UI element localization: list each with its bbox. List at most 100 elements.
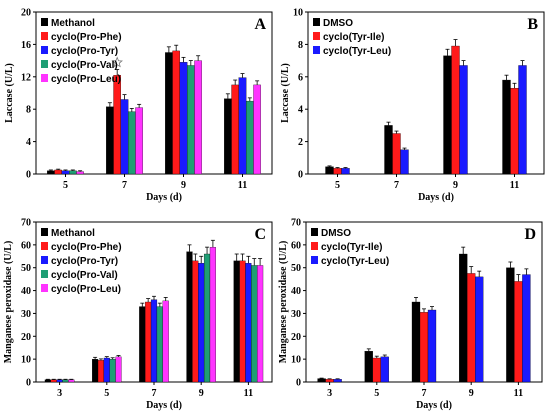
- bar: [44, 379, 51, 383]
- legend-entry: cyclo(Tyr-Leu): [323, 46, 391, 57]
- panel-label: C: [254, 226, 266, 243]
- legend-swatch: [41, 242, 48, 250]
- bar: [186, 251, 193, 383]
- bar: [106, 106, 114, 175]
- x-axis-label: Days (d): [146, 400, 182, 411]
- legend-entry: cyclo(Tyr-Ile): [323, 32, 385, 43]
- y-tick-label: 8: [26, 105, 31, 116]
- y-tick-label: 0: [296, 378, 301, 389]
- bar: [209, 246, 216, 383]
- panel-label: D: [524, 226, 536, 243]
- legend-swatch: [41, 74, 48, 82]
- x-axis-label: Days (d): [416, 400, 452, 411]
- bar: [54, 169, 62, 175]
- bar: [187, 65, 195, 175]
- bar: [459, 65, 468, 175]
- bar: [47, 170, 55, 175]
- legend-swatch: [311, 256, 318, 264]
- x-axis-label: Days (d): [146, 192, 182, 203]
- y-axis-label: Manganese peroxidase (U/L): [278, 241, 289, 364]
- y-tick-label: 50: [21, 263, 31, 274]
- y-tick-label: 50: [291, 263, 301, 274]
- y-tick-label: 20: [291, 332, 301, 343]
- bar: [325, 379, 334, 383]
- bar: [317, 378, 326, 383]
- bar: [109, 358, 116, 383]
- bar: [145, 301, 152, 383]
- bar: [411, 301, 421, 383]
- x-tick-label: 5: [335, 180, 340, 191]
- legend-swatch: [313, 18, 320, 26]
- y-tick-label: 60: [21, 240, 31, 251]
- bar: [238, 77, 247, 175]
- bar: [115, 356, 122, 383]
- bar: [251, 265, 258, 383]
- y-tick-label: 10: [291, 355, 301, 366]
- bar: [522, 274, 531, 383]
- x-tick-label: 11: [238, 180, 247, 191]
- bar: [69, 170, 77, 175]
- bar: [165, 52, 173, 175]
- bar: [128, 111, 136, 175]
- bar: [150, 299, 158, 383]
- x-tick-label: 9: [181, 180, 186, 191]
- x-tick-label: 7: [394, 180, 399, 191]
- legend-swatch: [41, 46, 48, 54]
- bar: [467, 273, 476, 383]
- x-axis-label: Days (d): [418, 192, 454, 203]
- bar: [103, 357, 110, 383]
- plot-frame: [307, 11, 545, 175]
- chart-panel-a: 0 4 8 12 16 20 Laccase (U/L) Days (d) 5 7 9 11 A Meth…: [4, 8, 273, 203]
- y-tick-label: 40: [291, 286, 301, 297]
- legend-entry: cyclo(Pro-Phe): [51, 242, 122, 253]
- legend: Methanol cyclo(Pro-Phe) cyclo(Pro-Tyr) cycl…: [41, 18, 122, 85]
- legend: Methanol cyclo(Pro-Phe) cyclo(Pro-Tyr) cycl…: [41, 228, 122, 295]
- bar: [162, 300, 169, 383]
- bar: [459, 253, 468, 383]
- bar: [246, 100, 254, 175]
- bar: [341, 168, 350, 175]
- significance-star-icon: [111, 56, 123, 68]
- bar: [194, 60, 202, 175]
- legend-swatch: [41, 60, 48, 68]
- bar: [384, 125, 393, 175]
- panel-label: B: [527, 16, 538, 33]
- bar: [61, 170, 70, 175]
- bar: [506, 267, 515, 383]
- bar: [245, 262, 252, 383]
- y-axis-label: Manganese peroxidase (U/L): [3, 241, 14, 364]
- x-tick-label: 9: [199, 388, 204, 399]
- legend-entry: cyclo(Pro-Tyr): [51, 256, 118, 267]
- y-tick-label: 6: [298, 72, 303, 83]
- chart-panel-c: 0 10 20 30 40 50 60 70 Manganese peroxidase (U/L…: [3, 218, 273, 411]
- x-tick-label: 9: [453, 180, 458, 191]
- x-tick-label: 11: [244, 388, 253, 399]
- x-tick-label: 5: [374, 388, 379, 399]
- bar: [192, 260, 199, 383]
- y-axis-label: Laccase (U/L): [4, 63, 15, 123]
- legend-entry: cyclo(Pro-Leu): [51, 284, 121, 295]
- bar: [172, 50, 180, 175]
- x-tick-label: 9: [469, 388, 474, 399]
- bar: [113, 75, 121, 175]
- bar: [502, 79, 511, 175]
- legend-swatch: [311, 242, 318, 250]
- bar: [510, 87, 519, 175]
- bar: [372, 357, 381, 383]
- legend-entry: cyclo(Pro-Val): [51, 270, 118, 281]
- legend-entry: cyclo(Pro-Tyr): [51, 46, 118, 57]
- legend: DMSO cyclo(Tyr-Ile) cyclo(Tyr-Leu): [313, 18, 391, 57]
- bar: [139, 306, 146, 383]
- legend-swatch: [313, 46, 320, 54]
- legend-entry: cyclo(Pro-Val): [51, 60, 118, 71]
- x-tick-label: 5: [63, 180, 68, 191]
- x-tick-label: 3: [327, 388, 332, 399]
- legend-swatch: [311, 228, 318, 236]
- x-tick-label: 11: [514, 388, 523, 399]
- y-tick-label: 20: [21, 332, 31, 343]
- bar: [475, 276, 484, 383]
- bar: [253, 84, 261, 175]
- y-tick-label: 60: [291, 240, 301, 251]
- bar: [156, 306, 163, 383]
